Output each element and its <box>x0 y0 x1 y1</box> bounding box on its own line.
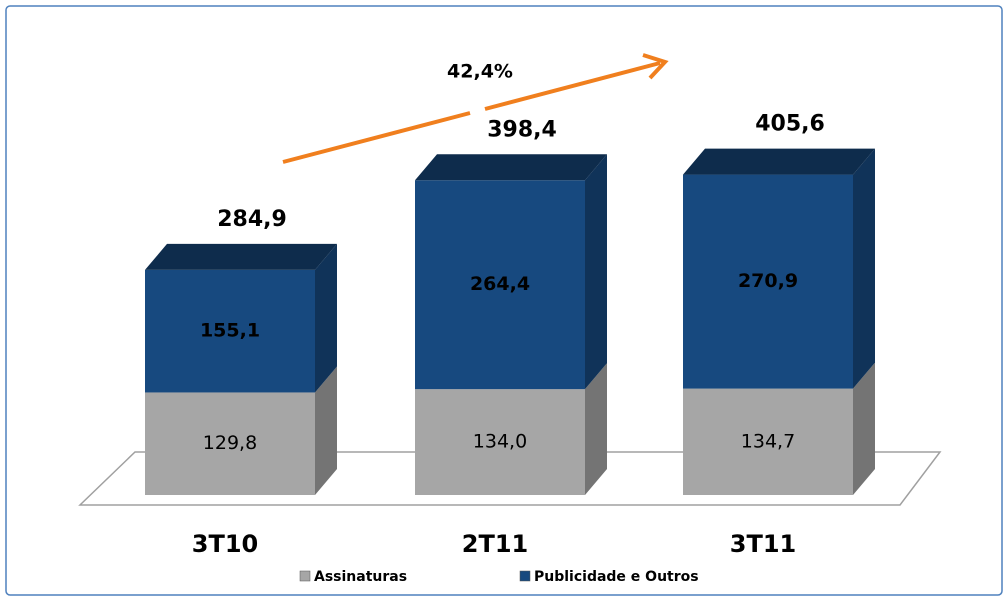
bar-side <box>585 363 607 495</box>
bar-side <box>853 148 875 389</box>
bar-segment <box>683 148 875 389</box>
bar-segment <box>145 243 337 393</box>
bar-segment <box>683 362 875 495</box>
bar-segment <box>415 154 607 390</box>
value-label: 134,7 <box>741 430 795 452</box>
annotation: 42,4% <box>447 61 513 83</box>
bar-front <box>145 269 315 393</box>
bar-front <box>683 388 853 495</box>
x-tick-label: 3T11 <box>730 530 796 558</box>
bar-top <box>683 148 875 175</box>
bar-side <box>585 154 607 390</box>
legend-swatch <box>519 570 531 582</box>
bar-side <box>315 243 337 393</box>
growth-arrow <box>282 53 669 164</box>
total-label: 284,9 <box>217 207 287 232</box>
value-label: 155,1 <box>200 320 260 342</box>
bar-front <box>145 392 315 495</box>
bar-top <box>145 243 337 270</box>
bar-side <box>853 362 875 495</box>
bar-front <box>683 174 853 389</box>
value-label: 129,8 <box>203 432 257 454</box>
bar-segment <box>145 366 337 495</box>
legend-label: Assinaturas <box>314 569 407 585</box>
value-label: 264,4 <box>470 273 530 295</box>
value-label: 134,0 <box>473 431 527 453</box>
legend-swatch <box>299 570 311 582</box>
x-tick-label: 2T11 <box>462 530 528 558</box>
bar-front <box>415 180 585 390</box>
bar-segment <box>415 363 607 495</box>
total-label: 398,4 <box>487 117 557 142</box>
legend-label: Publicidade e Outros <box>534 569 699 585</box>
bar-front <box>415 389 585 495</box>
bar-side <box>315 366 337 495</box>
bar-top <box>415 154 607 181</box>
value-label: 270,9 <box>738 270 798 292</box>
total-label: 405,6 <box>755 112 825 137</box>
x-tick-label: 3T10 <box>192 530 258 558</box>
